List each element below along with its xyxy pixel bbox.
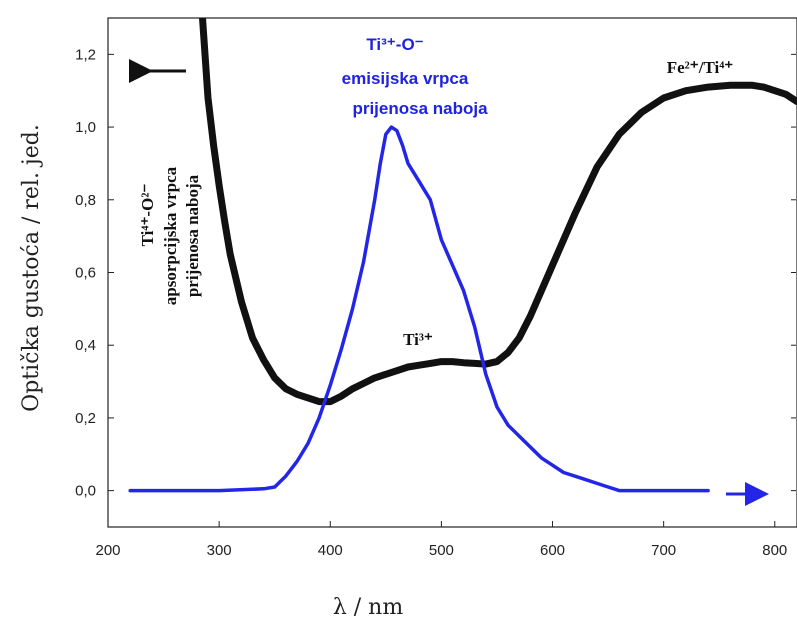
emission-band-annotation: Ti³⁺-O⁻ emisijska vrpca prijenosa naboja <box>342 35 769 506</box>
x-tick-label: 600 <box>540 542 565 559</box>
emission-band-label-line2: emisijska vrpca <box>342 69 469 88</box>
absorption-band-label-line1: Ti⁴⁺-O²⁻ <box>138 184 157 247</box>
ti3-label: Ti³⁺ <box>403 330 433 349</box>
y-tick-label: 1,0 <box>75 119 96 136</box>
emission-band-label-line1: Ti³⁺-O⁻ <box>366 35 423 54</box>
y-tick-label: 0,8 <box>75 192 96 209</box>
y-tick-label: 0,4 <box>75 337 96 354</box>
plot-frame <box>107 17 797 528</box>
y-tick-label: 0,2 <box>75 410 96 427</box>
x-tick-label: 300 <box>207 542 232 559</box>
y-tick-label: 0,6 <box>75 265 96 282</box>
absorption-band-annotation: Ti⁴⁺-O²⁻ apsorpcijska vrpca prijenosa na… <box>129 59 202 305</box>
x-axis-title: λ / nm <box>333 595 404 619</box>
ticks-layer: 200 300 400 500 600 700 800 0,0 0,2 0,4 0,6 0,8 1,0 1… <box>75 46 796 559</box>
y-tick-label: 1,2 <box>75 46 96 63</box>
absorption-series-line <box>199 18 797 406</box>
absorption-band-label-line2: apsorpcijska vrpca <box>161 166 180 305</box>
x-tick-label: 400 <box>318 542 343 559</box>
y-axis-title: Optička gustoća / rel. jed. <box>19 124 44 412</box>
emission-series-line <box>128 125 710 493</box>
x-tick-label: 700 <box>651 542 676 559</box>
absorption-band-label-line3: prijenosa naboja <box>183 174 202 297</box>
series-layer <box>128 18 797 493</box>
x-tick-label: 200 <box>95 542 120 559</box>
fe-ti-label: Fe²⁺/Ti⁴⁺ <box>667 58 734 77</box>
x-tick-label: 500 <box>429 542 454 559</box>
y-tick-label: 0,0 <box>75 483 96 500</box>
emission-band-label-line3: prijenosa naboja <box>352 99 488 118</box>
x-tick-label: 800 <box>762 542 787 559</box>
